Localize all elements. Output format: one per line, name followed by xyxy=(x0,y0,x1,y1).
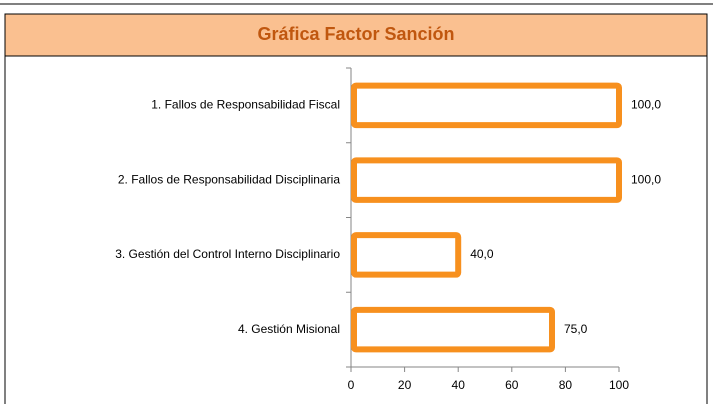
bar xyxy=(351,157,622,203)
x-tick-label: 80 xyxy=(559,378,573,392)
value-label: 40,0 xyxy=(470,247,494,261)
x-tick-label: 20 xyxy=(398,378,412,392)
x-tick-label: 60 xyxy=(505,378,519,392)
y-tick-label: 4. Gestión Misional xyxy=(238,322,340,336)
bar xyxy=(351,232,462,278)
value-label: 100,0 xyxy=(631,98,661,112)
x-tick-label: 0 xyxy=(348,378,355,392)
bar xyxy=(351,306,555,353)
header-band xyxy=(4,13,708,57)
y-tick-label: 2. Fallos de Responsabilidad Disciplinar… xyxy=(118,172,340,186)
x-tick-label: 40 xyxy=(452,378,466,392)
x-tick-label: 100 xyxy=(609,378,629,392)
value-label: 100,0 xyxy=(631,172,661,186)
y-tick-label: 1. Fallos de Responsabilidad Fiscal xyxy=(151,98,340,112)
bar xyxy=(351,82,622,129)
chart-title: Gráfica Factor Sanción xyxy=(257,24,454,44)
y-tick-label: 3. Gestión del Control Interno Disciplin… xyxy=(115,247,340,261)
value-label: 75,0 xyxy=(564,322,588,336)
